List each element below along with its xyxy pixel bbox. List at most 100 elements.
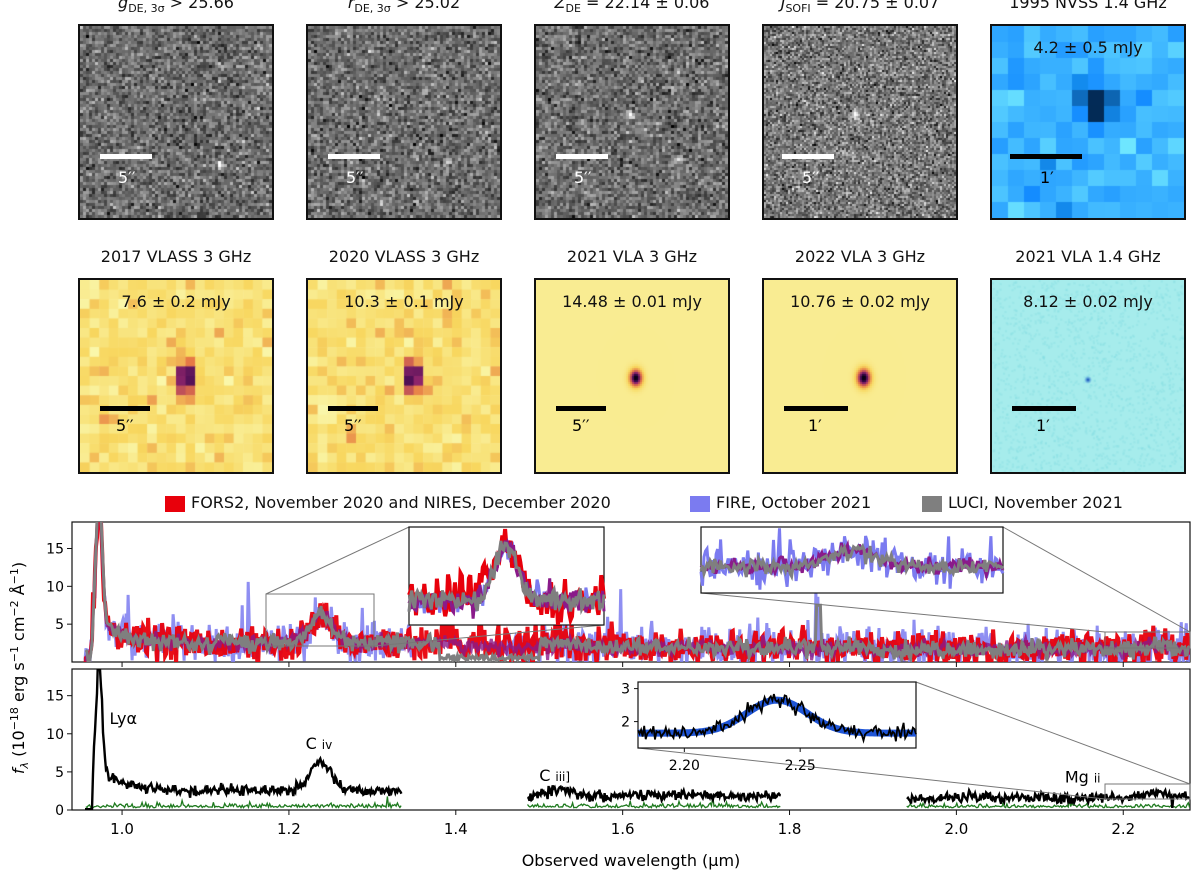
panel-title-value: = 20.75 ± 0.07 [810, 0, 940, 12]
y-label-exp: −2 [8, 600, 21, 616]
series-overlap [84, 522, 1190, 662]
emission-line-label: Lyα [110, 709, 137, 728]
panel-title: 2021 VLA 3 GHz [566, 247, 698, 266]
scale-bar [328, 406, 378, 411]
panel-flux-label: 10.76 ± 0.02 mJy [790, 292, 930, 311]
inset-x-tick-label: 2.20 [669, 758, 700, 774]
bottom-y-tick-label: 10 [46, 727, 64, 743]
inset-mgii-series [699, 539, 1005, 582]
bottom-inset-frame [637, 681, 917, 749]
scale-bar-label: 5′′ [574, 168, 592, 187]
scale-bar-label: 1′ [808, 416, 822, 435]
top-inset-civ-connector [265, 526, 410, 595]
bottom-panel-series [85, 669, 1190, 810]
panel-image-pixels [80, 280, 272, 472]
scale-bar [1012, 406, 1076, 411]
panel-flux-label: 7.6 ± 0.2 mJy [121, 292, 231, 311]
y-label-exp: −1 [8, 646, 21, 662]
panel-title: 2017 VLASS 3 GHz [100, 247, 252, 266]
panel-image-pixels [308, 26, 500, 218]
top-inset-civ-connector [373, 624, 605, 647]
top-inset-mgii-connector [700, 592, 1106, 633]
panel-image: 10.76 ± 0.02 mJy 1′ [762, 278, 958, 474]
panel-image: 10.3 ± 0.1 mJy 5′′ [306, 278, 502, 474]
panel-title-value: = 22.14 ± 0.06 [580, 0, 710, 12]
scale-bar-label: 5′′ [572, 416, 590, 435]
panel-title-value: > 25.66 [164, 0, 234, 12]
panel-image-pixels [992, 280, 1184, 472]
panel-image: 5′′ [78, 24, 274, 220]
inset-y-tick-label: 3 [621, 682, 630, 698]
panel-image: 8.12 ± 0.02 mJy 1′ [990, 278, 1186, 474]
panel-image-pixels [992, 26, 1184, 218]
scale-bar-label: 5′′ [116, 416, 134, 435]
top-y-tick-label: 5 [55, 617, 64, 633]
y-label-end: ) [9, 562, 28, 568]
panel-title: 2022 VLA 3 GHz [794, 247, 926, 266]
panel-title-subscript: DE [565, 2, 581, 16]
bottom-x-tick-label: 2.0 [944, 820, 968, 838]
panel-image-pixels [536, 26, 728, 218]
panel-title: 2021 VLA 1.4 GHz [1015, 247, 1161, 266]
series-fors2-nires [83, 522, 1190, 662]
y-label-unit: Å [9, 584, 28, 600]
panel-flux-label: 4.2 ± 0.5 mJy [1033, 38, 1143, 57]
inset-mgii-series [699, 528, 1005, 590]
panel-title: ZDE = 22.14 ± 0.06 [534, 0, 730, 15]
top-y-tick-label: 10 [46, 579, 64, 595]
panel-title-subscript: DE, 3σ [354, 2, 391, 16]
inset-civ-series [407, 540, 606, 616]
bottom-x-tick-label: 1.6 [611, 820, 635, 838]
y-label-pre: (10 [9, 730, 28, 762]
legend-swatch-fire [690, 496, 710, 512]
panel-image-pixels [764, 26, 956, 218]
scale-bar [1010, 154, 1082, 159]
scale-bar [782, 154, 834, 159]
panel-title-subscript: SOFI [785, 2, 811, 16]
bottom-inset-connector [637, 747, 1106, 800]
bottom-x-tick-label: 1.0 [110, 820, 134, 838]
scale-bar-label: 5′′ [346, 168, 364, 187]
panel-flux-label: 10.3 ± 0.1 mJy [344, 292, 464, 311]
panel-title-symbol: Z [554, 0, 566, 12]
scale-bar-label: 5′′ [802, 168, 820, 187]
emission-line-element: C [539, 766, 550, 785]
scale-bar [328, 154, 380, 159]
panel-image-pixels [536, 280, 728, 472]
panel-image: 5′′ [762, 24, 958, 220]
scale-bar-label: 1′ [1036, 416, 1050, 435]
legend-label-fire: FIRE, October 2021 [716, 493, 872, 512]
bottom-x-tick-label: 1.8 [778, 820, 802, 838]
top-inset-civ-frame [408, 526, 605, 626]
emission-line-ion: iii] [555, 770, 570, 784]
emission-line-ion: ii [1094, 772, 1101, 786]
inset-civ-series [407, 537, 606, 619]
inset-mgii-series [699, 542, 1005, 582]
series-error [85, 796, 1190, 810]
bottom-y-tick-label: 5 [55, 765, 64, 781]
inset-gaussian-fit [638, 696, 916, 737]
panel-flux-label: 14.48 ± 0.01 mJy [562, 292, 702, 311]
panel-title: 2020 VLASS 3 GHz [328, 247, 480, 266]
legend-swatch-fors2 [165, 496, 185, 512]
panel-title: gDE, 3σ > 25.66 [78, 0, 274, 15]
panel-image-pixels [308, 280, 500, 472]
scale-bar-label: 5′′ [118, 168, 136, 187]
panel-title-symbol: g [118, 0, 129, 12]
emission-line-label: Mg ii [1065, 768, 1101, 787]
panel-title-subscript: DE, 3σ [128, 2, 165, 16]
legend-swatch-luci [922, 496, 942, 512]
panel-image: 5′′ [534, 24, 730, 220]
scale-bar [100, 406, 150, 411]
panel-image: 4.2 ± 0.5 mJy 1′ [990, 24, 1186, 220]
panel-image: 7.6 ± 0.2 mJy 5′′ [78, 278, 274, 474]
inset-civ-series [407, 541, 606, 614]
scale-bar [100, 154, 152, 159]
panel-title: 1995 NVSS 1.4 GHz [1009, 0, 1167, 12]
emission-line-ion: iv [322, 738, 332, 752]
scale-bar-label: 1′ [1040, 168, 1054, 187]
panel-title-symbol: r [347, 0, 355, 12]
y-label-unit: erg s [9, 662, 28, 707]
